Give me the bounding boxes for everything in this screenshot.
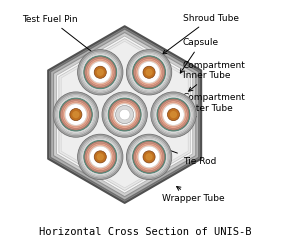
Circle shape: [126, 134, 172, 180]
Circle shape: [86, 143, 114, 171]
Circle shape: [158, 99, 189, 130]
Circle shape: [64, 102, 88, 127]
Circle shape: [134, 141, 164, 172]
Circle shape: [72, 111, 79, 118]
Circle shape: [108, 98, 141, 131]
Circle shape: [78, 50, 123, 95]
Polygon shape: [48, 26, 201, 203]
Polygon shape: [50, 29, 199, 200]
Circle shape: [62, 101, 90, 128]
Circle shape: [85, 141, 116, 172]
Circle shape: [109, 99, 140, 130]
Circle shape: [155, 96, 192, 133]
Circle shape: [58, 97, 93, 132]
Text: Tie Rod: Tie Rod: [152, 143, 216, 166]
Circle shape: [107, 97, 142, 132]
Circle shape: [57, 96, 95, 133]
Circle shape: [138, 62, 160, 83]
Circle shape: [154, 95, 193, 134]
Circle shape: [113, 102, 137, 127]
Polygon shape: [59, 39, 191, 191]
Circle shape: [84, 140, 117, 173]
Circle shape: [106, 96, 143, 133]
Polygon shape: [61, 41, 188, 188]
Circle shape: [132, 55, 166, 90]
Circle shape: [114, 104, 135, 125]
Circle shape: [134, 57, 164, 88]
Circle shape: [135, 59, 163, 86]
Circle shape: [90, 146, 111, 168]
Circle shape: [133, 140, 166, 173]
Circle shape: [59, 98, 92, 131]
Circle shape: [53, 92, 99, 137]
Circle shape: [88, 145, 113, 169]
Circle shape: [151, 92, 196, 137]
Circle shape: [116, 106, 134, 124]
Text: Wrapper Tube: Wrapper Tube: [162, 186, 224, 203]
Circle shape: [111, 101, 138, 128]
Circle shape: [138, 146, 160, 168]
Text: Compartment
Outer Tube: Compartment Outer Tube: [183, 93, 246, 117]
Circle shape: [78, 134, 123, 180]
Circle shape: [137, 60, 161, 84]
Circle shape: [137, 145, 161, 169]
Circle shape: [55, 93, 97, 136]
Circle shape: [161, 102, 186, 127]
Circle shape: [83, 139, 118, 174]
Circle shape: [56, 95, 96, 134]
Circle shape: [82, 54, 119, 91]
Circle shape: [85, 57, 116, 88]
Circle shape: [79, 136, 122, 178]
Text: Capsule: Capsule: [180, 38, 219, 73]
Text: Horizontal Cross Section of UNIS-B: Horizontal Cross Section of UNIS-B: [39, 227, 251, 237]
Circle shape: [128, 51, 170, 93]
Circle shape: [130, 138, 168, 175]
Circle shape: [81, 137, 120, 177]
Circle shape: [70, 108, 82, 121]
Circle shape: [82, 138, 119, 175]
Circle shape: [146, 69, 153, 76]
Circle shape: [129, 137, 169, 177]
Circle shape: [163, 104, 184, 125]
Circle shape: [143, 151, 155, 163]
Circle shape: [90, 62, 111, 83]
Circle shape: [65, 104, 86, 125]
Circle shape: [119, 109, 130, 120]
Circle shape: [170, 111, 177, 118]
Text: Compartment
Inner Tube: Compartment Inner Tube: [183, 61, 246, 91]
Polygon shape: [57, 36, 193, 193]
Circle shape: [129, 53, 169, 92]
Circle shape: [94, 151, 106, 163]
Circle shape: [60, 99, 91, 130]
Circle shape: [94, 66, 106, 78]
Circle shape: [97, 69, 104, 76]
Circle shape: [105, 95, 144, 134]
Circle shape: [143, 66, 155, 78]
Circle shape: [152, 93, 195, 136]
Circle shape: [135, 143, 163, 171]
Circle shape: [86, 59, 114, 86]
Circle shape: [167, 108, 180, 121]
Circle shape: [132, 139, 166, 174]
Circle shape: [88, 60, 113, 84]
Circle shape: [84, 56, 117, 89]
Circle shape: [81, 53, 120, 92]
Circle shape: [133, 56, 166, 89]
Circle shape: [146, 153, 153, 161]
Circle shape: [160, 101, 187, 128]
Circle shape: [104, 93, 146, 136]
Circle shape: [128, 136, 170, 178]
Circle shape: [102, 92, 147, 137]
Polygon shape: [54, 32, 196, 197]
Text: Test Fuel Pin: Test Fuel Pin: [22, 15, 105, 62]
Circle shape: [97, 153, 104, 161]
Text: Shroud Tube: Shroud Tube: [163, 14, 239, 54]
Circle shape: [83, 55, 118, 90]
Circle shape: [126, 50, 172, 95]
Circle shape: [157, 98, 190, 131]
Circle shape: [79, 51, 122, 93]
Circle shape: [130, 54, 168, 91]
Circle shape: [156, 97, 191, 132]
